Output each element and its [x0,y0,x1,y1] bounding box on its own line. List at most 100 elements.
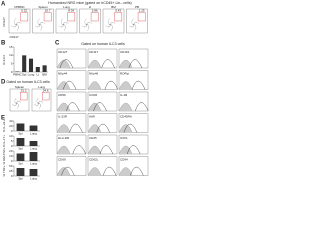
dot [16,24,18,26]
stain-curve [69,123,83,133]
dot [14,102,16,103]
dot [58,25,60,27]
dot [20,101,22,103]
dot [87,29,89,30]
dot [88,26,90,28]
dot [128,25,130,27]
dot [134,22,136,23]
marker-name: IL-23R [58,114,68,118]
dot [85,24,87,25]
dot [38,101,40,103]
bar [16,168,25,176]
dot [84,26,86,28]
axis-label: % GM-CSF+ [2,147,6,164]
dot [83,26,85,28]
dot [18,104,19,106]
stain-curve [128,59,143,69]
isotype-curve [56,145,71,155]
stain-curve [123,123,138,133]
dot [64,22,65,23]
dot [14,99,16,101]
y-tick-label: 0 [11,144,13,148]
y-tick-label: 0 [11,70,13,74]
y-tick-label: 5 [11,139,13,143]
dot [62,25,64,26]
marker-name: CD45RA [120,114,132,118]
dot [111,22,112,23]
dot [91,23,92,24]
y-tick-label: 10 [9,53,13,57]
marker-name: CD94 [120,157,128,161]
axis-label: CD117 [9,35,18,39]
stain-curve [72,145,86,155]
dot [39,25,40,26]
stain-curve [61,166,75,176]
axis-label: % ILC3 [2,55,6,65]
dot [105,25,107,27]
dot [61,26,62,28]
panel-title: Humanized NRG mice (gated on hCD45+ Lin–… [48,1,131,5]
dot [86,23,88,25]
x-tick-label: PBMC [13,72,23,76]
panel-label: D [1,80,6,86]
dot [36,26,38,28]
dot [36,99,38,101]
dot [88,25,89,26]
panel-title: Gated on human ILC3 cells [6,80,50,84]
dot [14,23,16,24]
dot [61,19,63,21]
dot [110,23,111,25]
marker-name: IL-1R [120,93,128,97]
x-tick-label: Lung [28,72,35,76]
dot [110,24,111,25]
y-tick-label: 50 [9,164,13,168]
dot [114,23,116,24]
x-tick-label: Spl [18,161,23,165]
dot [41,26,43,28]
dot [35,105,37,106]
dot [132,18,134,20]
stain-curve [131,80,146,90]
gate-value: 2.86 [92,9,98,13]
dot [38,19,39,21]
dot [17,103,19,105]
dot [36,100,38,102]
dot [16,101,18,103]
dot [64,28,66,29]
dot [85,19,86,21]
dot [130,26,132,28]
dot [38,24,40,25]
dot [37,26,39,28]
dot [18,105,19,107]
dot [65,22,66,23]
y-tick-label: 5 [11,61,13,65]
bar [29,141,38,146]
dot [12,26,13,27]
dot [87,24,89,26]
gate-value: 10.7 [45,9,51,13]
dot [133,23,135,25]
dot [67,23,69,24]
y-tick-label: 10 [9,134,13,138]
gate [42,92,50,101]
dot [109,24,110,25]
isotype-curve [87,167,102,176]
marker-name: CD56 [58,93,66,97]
dot [14,19,16,21]
dot [89,21,90,23]
dot [65,21,67,23]
isotype-curve [87,102,102,112]
y-tick-label: 10 [9,154,13,158]
dot [11,25,13,27]
dot [14,26,15,28]
dot [14,23,16,25]
dot [37,102,38,104]
gate-value: 0.22 [21,9,27,13]
dot [14,98,16,100]
dot [40,29,42,31]
plot-name: BM [111,5,116,9]
dot [108,21,109,23]
marker-name: CD127 [58,50,68,54]
dot [88,26,90,27]
panel-title: Gated on human ILC3 cells [81,42,125,46]
